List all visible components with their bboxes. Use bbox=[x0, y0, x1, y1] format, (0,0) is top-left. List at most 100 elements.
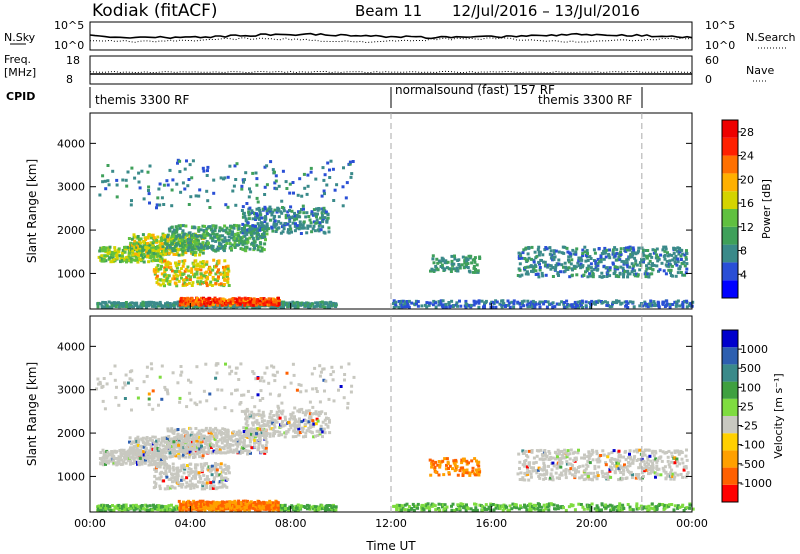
velocity-cell-1641 bbox=[171, 462, 175, 466]
power-cell-1235 bbox=[239, 230, 243, 234]
velocity-cell-1728 bbox=[201, 480, 205, 484]
power-cell-193 bbox=[232, 305, 235, 309]
velocity-cell-1916 bbox=[526, 472, 530, 476]
power-cell-1827 bbox=[458, 264, 462, 268]
velocity-cell-1286 bbox=[250, 446, 254, 450]
velocity-cell-1581 bbox=[328, 431, 332, 435]
velocity-cell-1569 bbox=[319, 424, 323, 428]
power-cell-2665 bbox=[187, 178, 191, 181]
velocity-cell-1809 bbox=[226, 468, 230, 472]
power-cell-114 bbox=[176, 300, 180, 304]
velocity-cell-1188 bbox=[221, 427, 225, 431]
power-cell-841 bbox=[161, 232, 165, 236]
nave-tick-bottom: 0 bbox=[705, 73, 712, 86]
power-cell-82 bbox=[152, 302, 156, 305]
power-cell-1824 bbox=[455, 266, 459, 270]
power-cell-1876 bbox=[520, 256, 524, 260]
velocity-cell-2101 bbox=[588, 461, 592, 465]
power-cell-437 bbox=[220, 297, 223, 301]
power-cell-2110 bbox=[613, 270, 617, 273]
velocity-cell-1651 bbox=[175, 469, 179, 473]
power-cell-2765 bbox=[331, 167, 335, 171]
velocity-cell-169 bbox=[218, 509, 222, 512]
velocity-cell-1062 bbox=[188, 450, 192, 454]
velocity-cell-2072 bbox=[580, 474, 584, 478]
power-cell-1626 bbox=[175, 284, 179, 288]
power-cell-118 bbox=[180, 305, 184, 309]
velocity-cell-1327 bbox=[261, 450, 264, 454]
power-cell-2193 bbox=[638, 261, 642, 265]
power-cell-2241 bbox=[656, 255, 660, 259]
velocity-cell-884 bbox=[174, 454, 178, 458]
velocity-cell-757 bbox=[136, 451, 140, 455]
power-cell-2446 bbox=[522, 299, 526, 303]
power-cell-1472 bbox=[293, 229, 297, 233]
velocity-cell-1801 bbox=[223, 463, 227, 467]
power-cell-313 bbox=[311, 302, 315, 306]
velocity-cell-1442 bbox=[273, 418, 277, 422]
power-cell-1037 bbox=[183, 240, 187, 244]
power-cell-992 bbox=[170, 234, 174, 238]
velocity-cell-1407 bbox=[261, 410, 265, 414]
power-cell-526 bbox=[264, 298, 268, 302]
velocity-cell-1347 bbox=[265, 434, 268, 437]
power-cell-1262 bbox=[246, 237, 250, 241]
power-cell-1511 bbox=[309, 221, 313, 225]
power-cell-2080 bbox=[603, 251, 607, 254]
velocity-cell-1540 bbox=[309, 423, 312, 427]
power-cell-2166 bbox=[630, 270, 634, 274]
power-cell-1272 bbox=[250, 235, 254, 238]
power-cell-1188 bbox=[228, 231, 232, 235]
power-cell-305 bbox=[305, 301, 309, 305]
power-cell-1174 bbox=[223, 236, 227, 240]
power-cell-589 bbox=[111, 260, 115, 264]
velocity-cell-273 bbox=[287, 508, 291, 512]
power-cell-1901 bbox=[530, 245, 534, 249]
power-cell-2261 bbox=[669, 271, 672, 275]
velocity-cell-1670 bbox=[180, 466, 184, 470]
power-cell-1477 bbox=[293, 214, 297, 218]
velocity-cell-1233 bbox=[235, 447, 239, 451]
velocity-cell-1561 bbox=[318, 432, 322, 436]
power-cell-495 bbox=[251, 298, 254, 302]
power-cell-597 bbox=[111, 253, 115, 257]
velocity-cell-41 bbox=[124, 506, 128, 510]
power-cell-2268 bbox=[669, 268, 673, 272]
power-cell-421 bbox=[212, 300, 216, 304]
power-cell-2310 bbox=[683, 264, 687, 268]
power-cell-659 bbox=[136, 258, 140, 262]
power-cell-1844 bbox=[466, 258, 470, 262]
velocity-cell-2067 bbox=[576, 451, 580, 455]
velocity-cell-1894 bbox=[516, 472, 520, 476]
power-cell-636 bbox=[127, 254, 131, 258]
power-cell-1074 bbox=[194, 233, 198, 237]
power-cell-2624 bbox=[130, 199, 133, 203]
power-cell-737 bbox=[129, 241, 133, 245]
velocity-cell-3 bbox=[96, 508, 100, 511]
power-cell-2681 bbox=[212, 191, 216, 195]
power-cell-2368 bbox=[441, 305, 445, 309]
velocity-cell-1709 bbox=[194, 471, 198, 475]
velocity-cell-1482 bbox=[289, 412, 293, 416]
velocity-cell-1603 bbox=[158, 477, 162, 481]
power-cell-1774 bbox=[226, 277, 230, 281]
power-cell-2223 bbox=[650, 272, 654, 276]
velocity-cell-1030 bbox=[181, 449, 185, 453]
velocity-cell-1601 bbox=[158, 487, 162, 491]
velocity-cell-871 bbox=[170, 454, 174, 458]
velocity-cell-1527 bbox=[303, 413, 307, 417]
power-cell-591 bbox=[111, 255, 115, 259]
velocity-cell-566 bbox=[106, 450, 110, 454]
power-cell-660 bbox=[135, 255, 138, 259]
power-cell-1715 bbox=[205, 275, 209, 279]
power-cell-416 bbox=[208, 296, 212, 300]
power-cell-1950 bbox=[551, 266, 555, 269]
velocity-cell-1297 bbox=[253, 445, 257, 449]
power-cell-1217 bbox=[235, 243, 239, 247]
power-cell-1939 bbox=[546, 263, 550, 267]
power-cell-1911 bbox=[533, 250, 537, 254]
velocity-cell-1305 bbox=[255, 439, 259, 443]
power-cell-1001 bbox=[172, 232, 176, 236]
velocity-cell-1681 bbox=[185, 476, 189, 480]
power-cell-1560 bbox=[327, 230, 331, 234]
